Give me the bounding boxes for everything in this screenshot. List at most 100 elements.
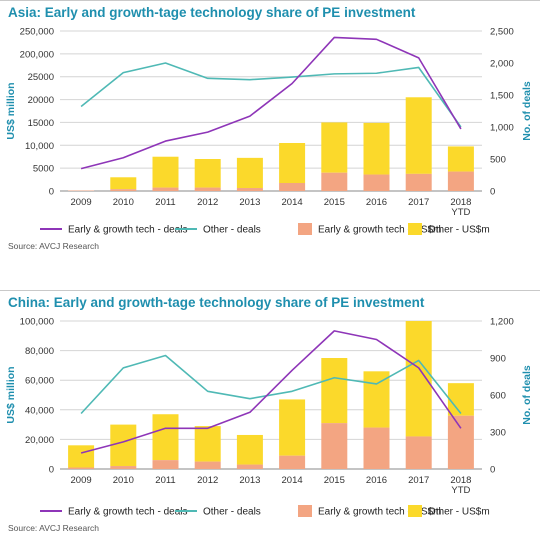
y2-tick-label: 500: [490, 155, 506, 166]
y2-tick-label: 1,500: [490, 91, 514, 102]
x-tick-label: 2010: [113, 197, 134, 208]
bar-early-usd: [195, 462, 221, 469]
china-panel: China: Early and growth-tage technology …: [0, 290, 540, 541]
line-other-deals: [81, 63, 461, 127]
bar-early-usd: [68, 468, 94, 469]
y2-tick-label: 0: [490, 187, 495, 198]
bar-other-usd: [406, 97, 432, 174]
x-tick-label: 2012: [197, 197, 218, 208]
bar-other-usd: [448, 146, 474, 171]
x-tick-label: 2013: [239, 475, 260, 486]
y-tick-label: 0: [49, 187, 54, 198]
y-tick-label: 20000: [28, 95, 54, 106]
y-tick-label: 0: [49, 465, 54, 476]
y-tick-label: 5000: [33, 164, 54, 175]
bar-early-usd: [237, 465, 263, 469]
china-source-note: Source: AVCJ Research: [8, 523, 99, 533]
y-tick-label: 60,000: [25, 376, 54, 387]
x-tick-label: 2014: [282, 197, 303, 208]
bar-early-usd: [321, 423, 347, 469]
asia-chart-svg: 0500010,000150002000025000200,000250,000…: [0, 25, 540, 261]
bar-other-usd: [321, 122, 347, 172]
line-early-deals: [81, 331, 461, 453]
bar-other-usd: [279, 143, 305, 183]
y-axis-title: US$ million: [5, 366, 17, 423]
y-tick-label: 200,000: [20, 49, 54, 60]
bar-other-usd: [153, 157, 179, 188]
bar-other-usd: [448, 383, 474, 416]
y2-tick-label: 900: [490, 354, 506, 365]
legend-swatch-box: [408, 223, 422, 235]
y-axis-title: US$ million: [5, 82, 17, 139]
line-early-deals: [81, 37, 461, 168]
bar-early-usd: [321, 173, 347, 191]
y2-tick-label: 300: [490, 428, 506, 439]
legend-swatch-box: [298, 223, 312, 235]
bar-early-usd: [237, 188, 263, 191]
y-tick-label: 250,000: [20, 27, 54, 38]
line-other-deals: [81, 356, 461, 414]
y2-tick-label: 2,500: [490, 27, 514, 38]
y-tick-label: 80,000: [25, 346, 54, 357]
bar-other-usd: [195, 426, 221, 462]
x-tick-label: 2015: [324, 197, 345, 208]
legend-label: Other - deals: [203, 225, 261, 236]
bar-early-usd: [279, 183, 305, 191]
legend-label: Early & growth tech - deals: [68, 225, 188, 236]
x-tick-label: 2010: [113, 475, 134, 486]
legend-label: Early & growth tech - deals: [68, 507, 188, 518]
x-tick-label: 2015: [324, 475, 345, 486]
y-tick-label: 10,000: [25, 141, 54, 152]
bar-early-usd: [153, 188, 179, 191]
bar-early-usd: [110, 189, 136, 191]
bar-early-usd: [195, 188, 221, 191]
y2-axis-title: No. of deals: [521, 365, 533, 425]
legend-label: Other - US$m: [428, 225, 490, 236]
bar-other-usd: [279, 399, 305, 455]
x-tick-label-suffix: YTD: [451, 485, 470, 496]
x-tick-label: 2011: [155, 197, 175, 208]
bar-early-usd: [448, 416, 474, 469]
x-tick-label: 2014: [282, 475, 303, 486]
bar-other-usd: [364, 123, 390, 175]
bar-early-usd: [110, 466, 136, 469]
y2-axis-title: No. of deals: [521, 81, 533, 141]
x-tick-label-suffix: YTD: [451, 207, 470, 218]
legend-swatch-box: [298, 505, 312, 517]
bar-early-usd: [279, 456, 305, 469]
legend-label: Early & growth tech - US$m: [318, 225, 441, 236]
bar-early-usd: [406, 174, 432, 191]
y-tick-label: 40,000: [25, 405, 54, 416]
y2-tick-label: 1,000: [490, 123, 514, 134]
x-tick-label: 2012: [197, 475, 218, 486]
legend-swatch-box: [408, 505, 422, 517]
bar-other-usd: [153, 414, 179, 460]
bar-early-usd: [448, 172, 474, 191]
x-tick-label: 2016: [366, 475, 387, 486]
y-tick-label: 100,000: [20, 317, 54, 328]
x-tick-label: 2017: [408, 475, 429, 486]
y2-tick-label: 2,000: [490, 59, 514, 70]
y-tick-label: 15000: [28, 118, 54, 129]
x-tick-label: 2011: [155, 475, 175, 486]
bar-other-usd: [237, 158, 263, 188]
asia-source-note: Source: AVCJ Research: [8, 241, 99, 251]
asia-panel: Asia: Early and growth-tage technology s…: [0, 0, 540, 267]
bar-early-usd: [406, 436, 432, 469]
y-tick-label: 20,000: [25, 435, 54, 446]
legend-label: Other - deals: [203, 507, 261, 518]
bar-other-usd: [406, 321, 432, 436]
x-tick-label: 2009: [71, 197, 92, 208]
china-chart-title: China: Early and growth-tage technology …: [8, 295, 424, 310]
x-tick-label: 2013: [239, 197, 260, 208]
bar-other-usd: [110, 425, 136, 466]
legend-label: Other - US$m: [428, 507, 490, 518]
bar-early-usd: [364, 175, 390, 191]
x-tick-label: 2016: [366, 197, 387, 208]
x-tick-label: 2017: [408, 197, 429, 208]
y2-tick-label: 600: [490, 391, 506, 402]
legend-label: Early & growth tech - US$m: [318, 507, 441, 518]
bar-early-usd: [364, 428, 390, 469]
bar-other-usd: [321, 358, 347, 423]
bar-other-usd: [110, 177, 136, 189]
